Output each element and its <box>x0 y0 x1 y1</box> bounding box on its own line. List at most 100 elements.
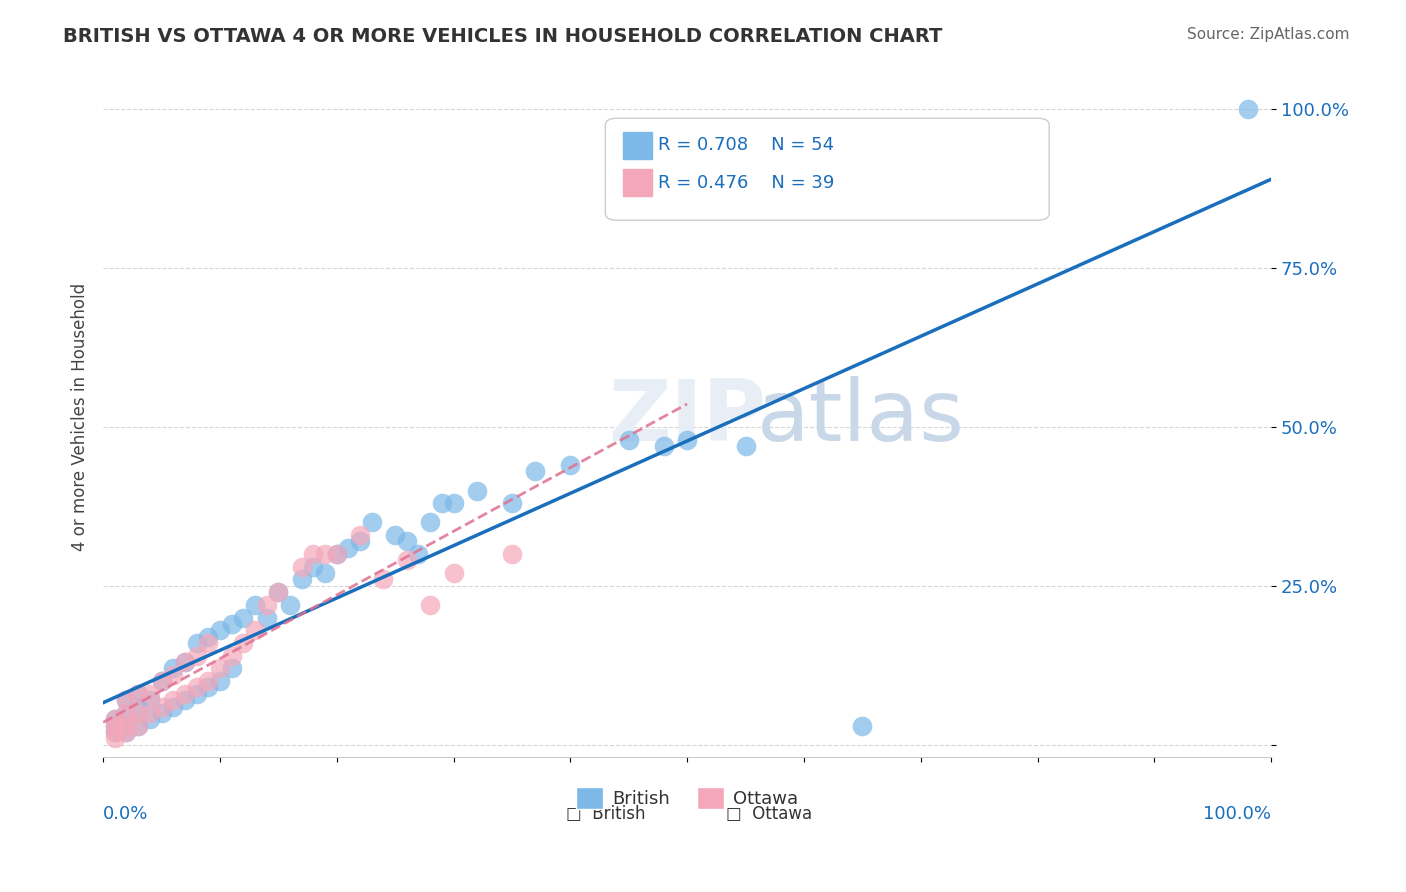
Point <box>373 573 395 587</box>
Point <box>139 687 162 701</box>
Point <box>162 661 184 675</box>
Point <box>524 465 547 479</box>
Point <box>115 693 138 707</box>
Point <box>127 718 149 732</box>
Point <box>443 566 465 581</box>
Text: atlas: atlas <box>758 376 965 458</box>
Point <box>384 528 406 542</box>
Point <box>734 439 756 453</box>
Point <box>115 718 138 732</box>
Point <box>314 547 336 561</box>
Point <box>186 681 208 695</box>
Point <box>197 630 219 644</box>
Point <box>162 667 184 681</box>
Point <box>443 496 465 510</box>
Point <box>150 699 173 714</box>
Text: ZIP: ZIP <box>609 376 766 458</box>
Point <box>325 547 347 561</box>
Point <box>186 636 208 650</box>
Point <box>127 706 149 720</box>
Point <box>127 687 149 701</box>
Point <box>104 725 127 739</box>
Point <box>501 496 523 510</box>
Point <box>208 624 231 638</box>
Text: 0.0%: 0.0% <box>103 805 149 823</box>
Point <box>221 648 243 663</box>
Point <box>465 483 488 498</box>
Text: 100.0%: 100.0% <box>1204 805 1271 823</box>
Point <box>501 547 523 561</box>
Point <box>162 699 184 714</box>
Point <box>139 693 162 707</box>
Point <box>349 528 371 542</box>
Point <box>115 725 138 739</box>
Point <box>676 433 699 447</box>
Point <box>221 661 243 675</box>
Point <box>267 585 290 599</box>
Point <box>186 687 208 701</box>
Point <box>395 534 418 549</box>
Point <box>104 712 127 726</box>
Point <box>104 731 127 746</box>
Point <box>302 547 325 561</box>
Point <box>430 496 453 510</box>
Point <box>291 559 314 574</box>
Point <box>851 718 873 732</box>
Point <box>256 610 278 624</box>
FancyBboxPatch shape <box>606 119 1049 220</box>
Point <box>115 718 138 732</box>
Point <box>127 699 149 714</box>
Point <box>419 598 441 612</box>
Point <box>243 624 266 638</box>
Point <box>560 458 582 472</box>
Point <box>115 706 138 720</box>
Point <box>197 636 219 650</box>
Point <box>617 433 640 447</box>
Point <box>150 706 173 720</box>
Y-axis label: 4 or more Vehicles in Household: 4 or more Vehicles in Household <box>72 284 89 551</box>
Point <box>208 674 231 689</box>
Bar <box>623 169 652 196</box>
Point <box>150 674 173 689</box>
Point <box>104 725 127 739</box>
Point <box>349 534 371 549</box>
Point <box>337 541 360 555</box>
Text: R = 0.708    N = 54: R = 0.708 N = 54 <box>658 136 834 154</box>
Point <box>104 712 127 726</box>
Point <box>115 706 138 720</box>
Point <box>360 516 382 530</box>
Point <box>197 674 219 689</box>
Text: Source: ZipAtlas.com: Source: ZipAtlas.com <box>1187 27 1350 42</box>
Point <box>291 573 314 587</box>
Point <box>173 655 195 669</box>
Point <box>267 585 290 599</box>
Point <box>221 616 243 631</box>
Point <box>173 655 195 669</box>
Point <box>104 718 127 732</box>
Point <box>150 674 173 689</box>
Point <box>173 687 195 701</box>
Point <box>1236 102 1258 116</box>
Point <box>232 636 254 650</box>
Point <box>232 610 254 624</box>
Point <box>325 547 347 561</box>
Point <box>139 712 162 726</box>
Text: R = 0.476    N = 39: R = 0.476 N = 39 <box>658 174 834 192</box>
Point <box>139 706 162 720</box>
Point <box>173 693 195 707</box>
Point <box>127 687 149 701</box>
Legend: British, Ottawa: British, Ottawa <box>569 780 806 816</box>
Point <box>395 553 418 567</box>
Point <box>115 693 138 707</box>
Point <box>243 598 266 612</box>
Point <box>256 598 278 612</box>
Point <box>652 439 675 453</box>
Bar <box>623 132 652 159</box>
Point <box>208 661 231 675</box>
Point <box>278 598 301 612</box>
Point <box>419 516 441 530</box>
Point <box>408 547 430 561</box>
Point <box>314 566 336 581</box>
Text: BRITISH VS OTTAWA 4 OR MORE VEHICLES IN HOUSEHOLD CORRELATION CHART: BRITISH VS OTTAWA 4 OR MORE VEHICLES IN … <box>63 27 942 45</box>
Point <box>104 718 127 732</box>
